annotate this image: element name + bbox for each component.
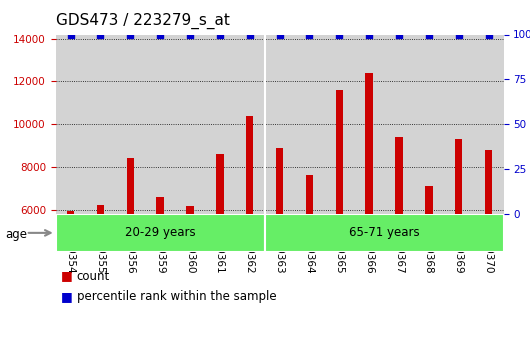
Point [484,32,493,37]
Bar [67,211,74,338]
Text: ■: ■ [61,269,73,283]
Bar [264,214,504,252]
Bar [306,176,313,338]
Point [156,32,164,37]
Point [395,32,403,37]
Point [305,32,314,37]
Point [245,32,254,37]
Bar [276,148,284,338]
Point [66,32,75,37]
Bar [335,90,343,338]
Bar [395,137,403,338]
Bar [56,214,264,252]
Point [126,32,135,37]
Text: 20-29 years: 20-29 years [125,226,196,239]
Text: 65-71 years: 65-71 years [349,226,419,239]
Text: percentile rank within the sample: percentile rank within the sample [77,290,277,303]
Bar [96,205,104,338]
Bar [485,150,492,338]
Bar [365,73,373,338]
Point [276,32,284,37]
Text: ■: ■ [61,290,73,303]
Bar [186,206,194,338]
Bar [156,197,164,338]
Bar [127,158,134,338]
Bar [246,116,253,338]
Point [365,32,374,37]
Point [425,32,433,37]
Point [186,32,195,37]
Bar [216,154,224,338]
Text: GDS473 / 223279_s_at: GDS473 / 223279_s_at [56,13,229,29]
Text: age: age [5,228,28,241]
Point [96,32,105,37]
Text: count: count [77,269,110,283]
Bar [455,139,463,338]
Bar [425,186,432,338]
Point [455,32,463,37]
Point [216,32,224,37]
Point [335,32,343,37]
